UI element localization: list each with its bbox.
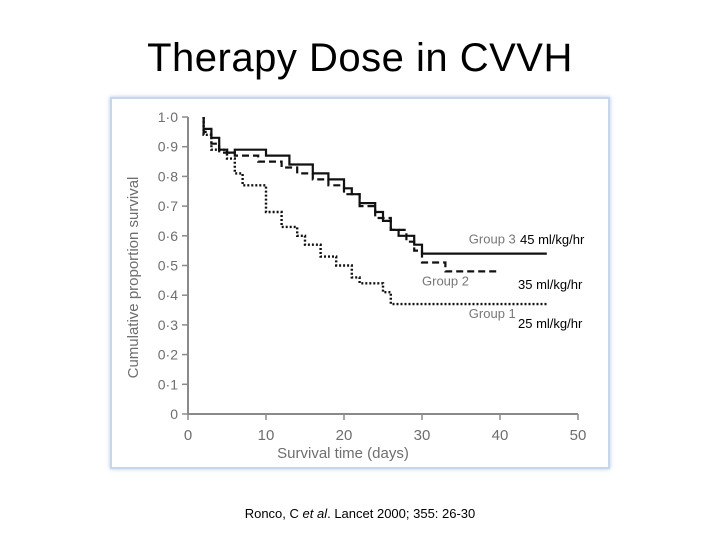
y-tick-label: 0·6 bbox=[158, 228, 178, 244]
series-line-group-1 bbox=[202, 117, 547, 306]
survival-chart: 0 0·1 0·2 0·3 0·4 0·5 0·6 0·7 0·8 0·9 1·0 0 10 20 30 40… bbox=[125, 109, 587, 462]
dose-label-group1: 25 ml/kg/hr bbox=[518, 316, 583, 331]
x-tick-label: 20 bbox=[336, 427, 353, 444]
series-label-group-2: Group 2 bbox=[422, 273, 469, 288]
series-label-group-1: Group 1 bbox=[469, 306, 516, 321]
series-label-group-3: Group 3 bbox=[469, 232, 516, 247]
x-tick-label: 40 bbox=[492, 427, 509, 444]
dose-label-group3: 45 ml/kg/hr bbox=[520, 232, 585, 247]
x-tick-label: 0 bbox=[184, 427, 192, 444]
citation-etal: et al bbox=[302, 506, 328, 521]
y-tick-label: 0·5 bbox=[158, 258, 178, 274]
x-tick-label: 30 bbox=[414, 427, 431, 444]
y-axis-label: Cumulative proportion survival bbox=[125, 177, 142, 379]
y-tick-label: 0·4 bbox=[158, 287, 178, 303]
x-tick-label: 10 bbox=[258, 427, 275, 444]
chart-frame: 0 0·1 0·2 0·3 0·4 0·5 0·6 0·7 0·8 0·9 1·0 0 10 20 30 40… bbox=[110, 97, 610, 469]
series-line-group-2 bbox=[202, 117, 500, 273]
y-tick-label: 0·3 bbox=[158, 317, 178, 333]
y-tick-label: 1·0 bbox=[158, 109, 178, 125]
y-tick-label: 0·1 bbox=[158, 376, 178, 392]
slide-title: Therapy Dose in CVVH bbox=[147, 36, 573, 80]
citation-source: . Lancet 2000; 355: 26-30 bbox=[327, 506, 476, 521]
y-tick-label: 0 bbox=[170, 406, 178, 422]
dose-label-group2: 35 ml/kg/hr bbox=[518, 277, 583, 292]
y-tick-label: 0·2 bbox=[158, 347, 178, 363]
y-tick-label: 0·8 bbox=[158, 168, 178, 184]
x-axis-label: Survival time (days) bbox=[277, 445, 409, 462]
citation: Ronco, C et al. Lancet 2000; 355: 26-30 bbox=[0, 506, 720, 521]
citation-author: Ronco, C bbox=[244, 506, 303, 521]
y-tick-label: 0·7 bbox=[158, 198, 178, 214]
x-tick-label: 50 bbox=[570, 427, 587, 444]
y-tick-label: 0·9 bbox=[158, 139, 178, 155]
